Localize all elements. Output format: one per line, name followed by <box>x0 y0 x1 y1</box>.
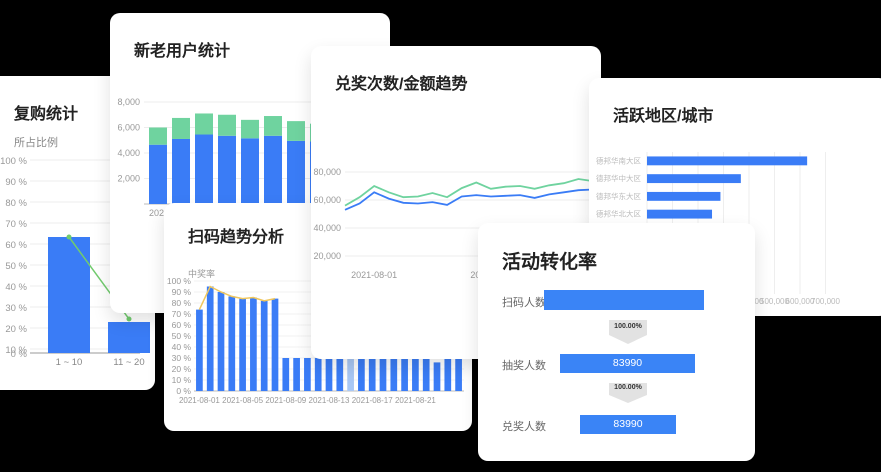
svg-text:4,000: 4,000 <box>117 148 140 158</box>
svg-text:30 %: 30 % <box>5 303 27 314</box>
svg-text:2021-08-05: 2021-08-05 <box>222 396 263 405</box>
svg-text:40 %: 40 % <box>5 282 27 293</box>
svg-text:2,000: 2,000 <box>117 174 140 184</box>
svg-text:德邦华中大区: 德邦华中大区 <box>596 173 641 183</box>
svg-text:70 %: 70 % <box>5 219 27 230</box>
svg-text:100 %: 100 % <box>167 276 192 286</box>
svg-text:60,000: 60,000 <box>313 195 341 205</box>
svg-text:50 %: 50 % <box>172 331 192 341</box>
svg-text:2021-08-09: 2021-08-09 <box>265 396 306 405</box>
svg-text:20,000: 20,000 <box>313 251 341 261</box>
svg-text:德邦华东大区: 德邦华东大区 <box>596 191 641 201</box>
svg-text:20 %: 20 % <box>172 364 192 374</box>
svg-text:80 %: 80 % <box>5 198 27 209</box>
svg-text:60 %: 60 % <box>5 240 27 251</box>
svg-text:90 %: 90 % <box>5 177 27 188</box>
svg-text:40,000: 40,000 <box>313 223 341 233</box>
svg-text:8,000: 8,000 <box>117 97 140 107</box>
svg-text:50 %: 50 % <box>5 261 27 272</box>
svg-text:10 %: 10 % <box>172 375 192 385</box>
svg-text:30 %: 30 % <box>172 353 192 363</box>
svg-text:德邦华南大区: 德邦华南大区 <box>596 155 641 165</box>
svg-text:90 %: 90 % <box>172 287 192 297</box>
svg-text:80,000: 80,000 <box>313 167 341 177</box>
svg-text:11 ~ 20: 11 ~ 20 <box>113 357 144 368</box>
svg-text:2021-08-01: 2021-08-01 <box>351 270 397 280</box>
svg-text:德邦华北大区: 德邦华北大区 <box>596 209 641 219</box>
svg-text:2021-08-21: 2021-08-21 <box>395 396 436 405</box>
svg-text:60 %: 60 % <box>172 320 192 330</box>
svg-text:1 ~ 10: 1 ~ 10 <box>56 357 83 368</box>
svg-text:700,000: 700,000 <box>811 297 840 306</box>
svg-text:0 %: 0 % <box>176 386 191 396</box>
svg-text:100 %: 100 % <box>0 156 27 167</box>
svg-text:2021-08-13: 2021-08-13 <box>309 396 350 405</box>
svg-text:20 %: 20 % <box>5 324 27 335</box>
svg-text:0 %: 0 % <box>11 349 28 360</box>
svg-text:70 %: 70 % <box>172 309 192 319</box>
svg-text:2021-08-17: 2021-08-17 <box>352 396 393 405</box>
svg-text:2021-08-01: 2021-08-01 <box>179 396 220 405</box>
svg-text:80 %: 80 % <box>172 298 192 308</box>
svg-text:40 %: 40 % <box>172 342 192 352</box>
svg-text:6,000: 6,000 <box>117 123 140 133</box>
